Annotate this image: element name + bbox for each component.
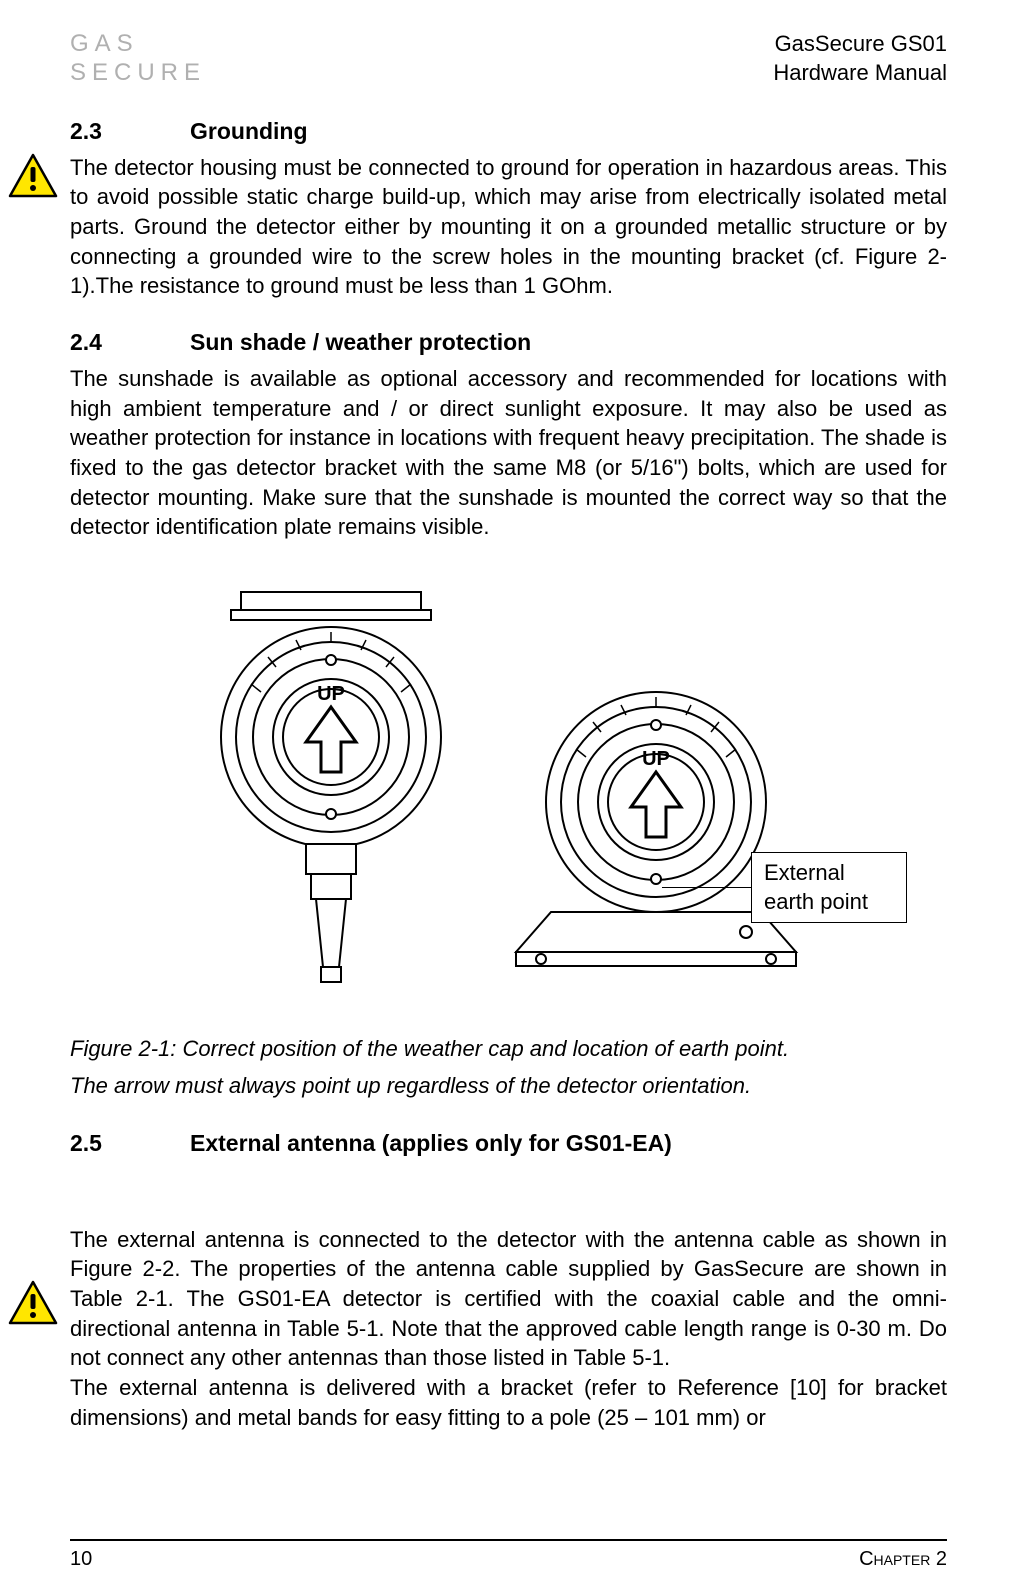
- section-2-5-body: The external antenna is connected to the…: [70, 1165, 947, 1432]
- figure-caption-1: Figure 2-1: Correct position of the weat…: [70, 1032, 947, 1065]
- section-title: Grounding: [190, 118, 308, 144]
- callout-leader: [662, 887, 752, 888]
- company-logo: GAS SECURE: [70, 30, 206, 88]
- detector-drawing-left: UP: [201, 572, 461, 997]
- section-2-3-text: The detector housing must be connected t…: [70, 155, 947, 299]
- page-header: GAS SECURE GasSecure GS01 Hardware Manua…: [70, 30, 947, 88]
- section-2-4-body: The sunshade is available as optional ac…: [70, 364, 947, 542]
- section-2-3-heading: 2.3Grounding: [70, 118, 947, 145]
- label-line1: External: [764, 860, 845, 885]
- section-2-4-heading: 2.4Sun shade / weather protection: [70, 329, 947, 356]
- svg-text:UP: UP: [642, 748, 670, 770]
- chapter-label: Chapter 2: [859, 1548, 947, 1571]
- doc-title-line2: Hardware Manual: [773, 59, 947, 88]
- section-title: Sun shade / weather protection: [190, 329, 531, 355]
- earth-point-label: External earth point: [751, 852, 907, 923]
- label-line2: earth point: [764, 889, 868, 914]
- page-footer: 10 Chapter 2: [70, 1548, 947, 1571]
- section-num: 2.5: [70, 1130, 190, 1157]
- svg-text:UP: UP: [317, 683, 345, 705]
- section-num: 2.4: [70, 329, 190, 356]
- section-2-5-heading: 2.5External antenna (applies only for GS…: [70, 1130, 947, 1157]
- doc-title-block: GasSecure GS01 Hardware Manual: [773, 30, 947, 87]
- section-num: 2.3: [70, 118, 190, 145]
- logo-line2: SECURE: [70, 59, 206, 88]
- warning-icon: [8, 153, 58, 206]
- section-2-3-body: The detector housing must be connected t…: [70, 153, 947, 301]
- footer-rule: [70, 1539, 947, 1541]
- page: GAS SECURE GasSecure GS01 Hardware Manua…: [0, 0, 1017, 1596]
- warning-icon: [8, 1250, 58, 1332]
- figure-2-1: UP: [70, 572, 947, 1012]
- section-2-5-text: The external antenna is connected to the…: [70, 1227, 947, 1430]
- section-title: External antenna (applies only for GS01-…: [190, 1130, 672, 1156]
- doc-title-line1: GasSecure GS01: [773, 30, 947, 59]
- figure-caption-2: The arrow must always point up regardles…: [70, 1069, 947, 1102]
- logo-line1: GAS: [70, 30, 206, 59]
- page-number: 10: [70, 1548, 92, 1571]
- detector-drawing-right: UP: [496, 612, 816, 997]
